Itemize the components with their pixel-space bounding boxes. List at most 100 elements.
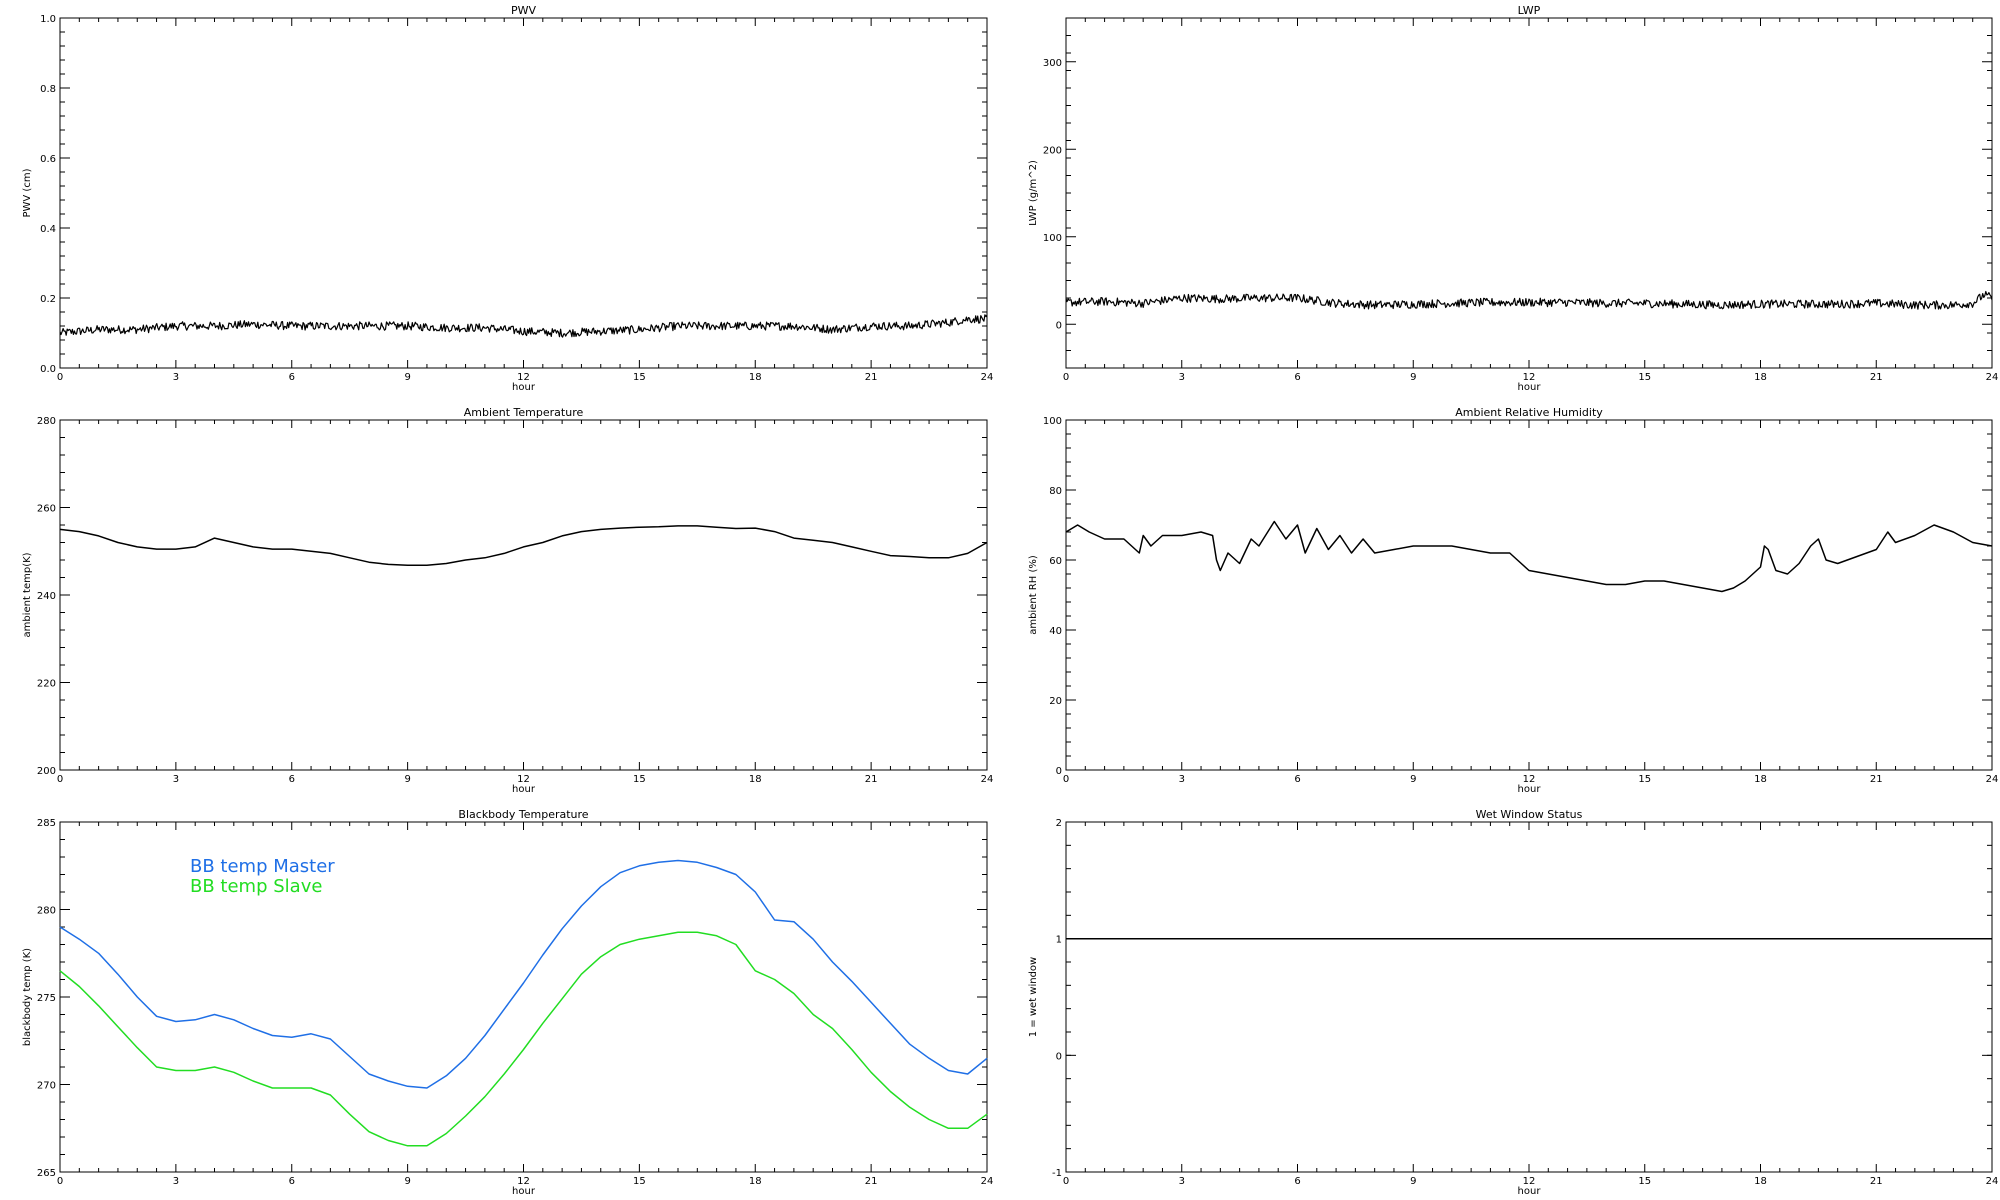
y-tick-label: 0.0 xyxy=(40,364,56,375)
y-tick-label: 0.2 xyxy=(40,294,56,305)
y-tick-label: 0 xyxy=(1056,1051,1062,1062)
x-tick-label: 18 xyxy=(749,372,762,383)
x-tick-label: 0 xyxy=(57,372,63,383)
x-tick-label: 9 xyxy=(1410,372,1416,383)
x-tick-label: 6 xyxy=(289,372,295,383)
plot-frame xyxy=(59,17,988,369)
chart-panel-pwv: PWV hour PWV (cm) 0 3 6 9 12 15 18 21 24 0.0 0.2 0.4 0.… xyxy=(22,4,993,393)
x-tick-label: 9 xyxy=(1410,774,1416,785)
x-tick-label: 18 xyxy=(749,1176,762,1187)
y-tick-label: 285 xyxy=(37,818,56,829)
x-tick-label: 21 xyxy=(865,1176,878,1187)
chart-panel-blackbody-temp: Blackbody Temperature hour blackbody temp … xyxy=(22,808,993,1197)
y-tick-label: 270 xyxy=(37,1081,56,1092)
x-tick-label: 9 xyxy=(404,372,410,383)
y-tick-label: 2 xyxy=(1056,818,1062,829)
x-axis-label: hour xyxy=(512,382,536,393)
x-tick-label: 0 xyxy=(1063,1176,1069,1187)
series-line-blackbody-temp-1 xyxy=(59,931,988,1147)
x-tick-label: 9 xyxy=(404,1176,410,1187)
x-tick-label: 18 xyxy=(1754,774,1767,785)
y-tick-label: 100 xyxy=(1043,233,1062,244)
chart-title: Ambient Relative Humidity xyxy=(1455,406,1603,419)
x-tick-label: 24 xyxy=(1986,372,1999,383)
x-axis-label: hour xyxy=(512,784,536,795)
y-tick-label: 200 xyxy=(1043,145,1062,156)
x-tick-label: 21 xyxy=(865,372,878,383)
y-axis-label: ambient RH (%) xyxy=(1028,555,1039,635)
x-axis-label: hour xyxy=(1518,784,1542,795)
x-tick-label: 24 xyxy=(981,774,994,785)
series-line-blackbody-temp-0 xyxy=(59,859,988,1089)
x-tick-label: 21 xyxy=(1870,774,1883,785)
y-axis-label: 1 = wet window xyxy=(1028,957,1039,1037)
x-tick-label: 6 xyxy=(289,774,295,785)
x-tick-label: 12 xyxy=(1523,1176,1536,1187)
x-tick-label: 15 xyxy=(633,774,646,785)
x-axis-label: hour xyxy=(1518,1186,1542,1197)
plot-frame xyxy=(1065,17,1993,369)
x-tick-label: 24 xyxy=(981,1176,994,1187)
x-tick-label: 24 xyxy=(1986,1176,1999,1187)
y-tick-label: 100 xyxy=(1043,416,1062,427)
y-tick-label: 20 xyxy=(1049,696,1062,707)
y-tick-label: 300 xyxy=(1043,58,1062,69)
y-tick-label: 0 xyxy=(1056,766,1062,777)
y-tick-label: 200 xyxy=(37,766,56,777)
x-tick-label: 18 xyxy=(749,774,762,785)
x-tick-label: 15 xyxy=(633,372,646,383)
y-tick-label: 275 xyxy=(37,993,56,1004)
x-tick-label: 21 xyxy=(1870,1176,1883,1187)
y-tick-label: 1 xyxy=(1056,935,1062,946)
y-tick-label: 40 xyxy=(1049,626,1062,637)
y-tick-label: 60 xyxy=(1049,556,1062,567)
legend-entry: BB temp Slave xyxy=(190,876,322,897)
legend-entry: BB temp Master xyxy=(190,856,335,877)
y-tick-label: 80 xyxy=(1049,486,1062,497)
y-axis-label: LWP (g/m^2) xyxy=(1028,160,1039,226)
chart-title: PWV xyxy=(511,4,537,17)
y-tick-label: 240 xyxy=(37,591,56,602)
y-tick-label: 0.4 xyxy=(40,224,56,235)
x-tick-label: 12 xyxy=(1523,774,1536,785)
chart-panel-wet-window: Wet Window Status hour 1 = wet window 0 3 6 9 1… xyxy=(1028,808,1998,1197)
chart-title: LWP xyxy=(1518,4,1541,17)
x-tick-label: 18 xyxy=(1754,1176,1767,1187)
x-tick-label: 3 xyxy=(1179,1176,1185,1187)
chart-title: Ambient Temperature xyxy=(464,406,584,419)
y-tick-label: 260 xyxy=(37,504,56,515)
chart-title: Blackbody Temperature xyxy=(458,808,588,821)
plot-frame xyxy=(1065,419,1993,771)
x-tick-label: 18 xyxy=(1754,372,1767,383)
series-line-ambient-temp-0 xyxy=(59,525,988,567)
x-tick-label: 15 xyxy=(1638,1176,1651,1187)
y-axis-label: PWV (cm) xyxy=(22,168,33,217)
y-tick-label: 220 xyxy=(37,679,56,690)
x-tick-label: 12 xyxy=(517,372,530,383)
x-tick-label: 15 xyxy=(1638,372,1651,383)
x-tick-label: 3 xyxy=(1179,372,1185,383)
x-tick-label: 6 xyxy=(289,1176,295,1187)
y-tick-label: 1.0 xyxy=(40,14,56,25)
chart-title: Wet Window Status xyxy=(1476,808,1583,821)
plot-frame xyxy=(59,419,988,771)
y-tick-label: 280 xyxy=(37,416,56,427)
x-tick-label: 15 xyxy=(633,1176,646,1187)
x-tick-label: 12 xyxy=(517,1176,530,1187)
x-tick-label: 3 xyxy=(173,372,179,383)
series-line-lwp-0 xyxy=(1065,290,1993,310)
x-axis-label: hour xyxy=(512,1186,536,1197)
x-tick-label: 6 xyxy=(1294,774,1300,785)
x-tick-label: 15 xyxy=(1638,774,1651,785)
x-tick-label: 12 xyxy=(517,774,530,785)
chart-panel-lwp: LWP hour LWP (g/m^2) 0 3 6 9 12 15 18 21 24 0 100 200 3… xyxy=(1028,4,1998,393)
y-tick-label: 265 xyxy=(37,1168,56,1179)
x-tick-label: 3 xyxy=(173,1176,179,1187)
x-tick-label: 0 xyxy=(57,774,63,785)
x-tick-label: 21 xyxy=(1870,372,1883,383)
y-tick-label: -1 xyxy=(1052,1168,1062,1179)
x-axis-label: hour xyxy=(1518,382,1542,393)
y-axis-label: ambient temp(K) xyxy=(22,552,33,637)
y-axis-label: blackbody temp (K) xyxy=(22,948,33,1046)
series-line-pwv-0 xyxy=(59,314,988,338)
